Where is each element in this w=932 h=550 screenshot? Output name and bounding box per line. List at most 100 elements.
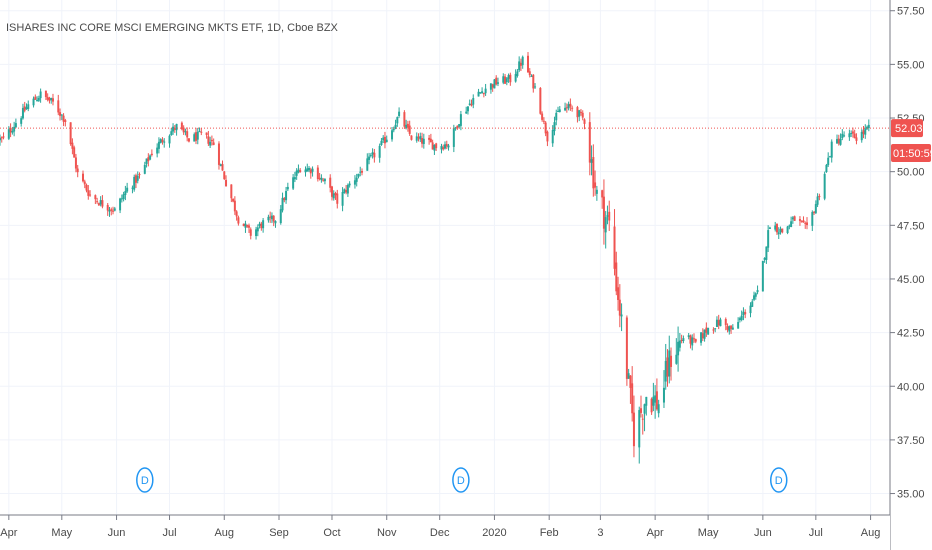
candle-body[interactable] (134, 175, 137, 183)
candle-body[interactable] (156, 147, 159, 154)
candle-body[interactable] (813, 211, 816, 213)
candle-body[interactable] (209, 141, 212, 146)
candle-body[interactable] (579, 111, 582, 113)
candle-body[interactable] (186, 131, 189, 138)
candle-body[interactable] (51, 98, 54, 102)
candle-body[interactable] (744, 312, 747, 315)
candle-body[interactable] (687, 335, 690, 337)
candle-body[interactable] (320, 177, 323, 181)
candle-body[interactable] (664, 360, 667, 382)
candle-body[interactable] (558, 109, 561, 113)
candle-body[interactable] (641, 418, 644, 420)
candle-body[interactable] (73, 147, 76, 158)
candle-body[interactable] (184, 131, 187, 133)
time-scale[interactable] (0, 515, 890, 550)
candle-body[interactable] (668, 350, 671, 377)
candle-body[interactable] (502, 76, 505, 83)
candle-body[interactable] (359, 171, 362, 173)
candle-body[interactable] (64, 120, 67, 122)
candle-body[interactable] (428, 137, 431, 140)
candle-body[interactable] (518, 61, 521, 71)
candle-body[interactable] (662, 387, 665, 403)
candle-body[interactable] (297, 169, 300, 173)
candle-body[interactable] (823, 173, 826, 199)
candle-body[interactable] (217, 143, 220, 165)
candle-body[interactable] (157, 141, 160, 149)
candle-body[interactable] (454, 127, 457, 129)
candle-body[interactable] (495, 77, 498, 85)
candle-body[interactable] (334, 192, 337, 196)
candle-body[interactable] (705, 327, 708, 333)
candle-body[interactable] (403, 112, 406, 127)
candle-body[interactable] (205, 132, 208, 135)
candle-body[interactable] (161, 139, 164, 142)
candle-body[interactable] (530, 75, 533, 77)
candle-body[interactable] (655, 391, 658, 410)
candle-body[interactable] (0, 137, 1, 141)
candle-body[interactable] (196, 131, 199, 140)
candle-body[interactable] (694, 339, 697, 342)
candle-body[interactable] (392, 129, 395, 131)
candle-body[interactable] (472, 98, 475, 105)
candle-body[interactable] (519, 62, 522, 66)
candle-body[interactable] (613, 226, 616, 269)
candle-body[interactable] (507, 75, 510, 79)
candle-body[interactable] (256, 227, 259, 232)
candle-body[interactable] (110, 209, 113, 211)
candle-body[interactable] (306, 168, 309, 172)
candle-body[interactable] (504, 76, 507, 84)
candle-body[interactable] (87, 190, 90, 196)
candle-body[interactable] (21, 107, 24, 119)
candle-body[interactable] (839, 138, 842, 145)
candle-body[interactable] (775, 223, 778, 233)
candle-body[interactable] (44, 90, 47, 98)
candle-body[interactable] (173, 128, 176, 130)
candle-body[interactable] (230, 184, 233, 199)
candle-body[interactable] (200, 131, 203, 133)
candle-body[interactable] (304, 169, 307, 173)
candle-body[interactable] (618, 299, 621, 316)
candle-body[interactable] (431, 142, 434, 150)
candle-body[interactable] (126, 187, 129, 192)
candle-body[interactable] (293, 177, 296, 180)
candle-body[interactable] (2, 136, 5, 138)
candle-body[interactable] (678, 340, 681, 348)
candle-body[interactable] (534, 86, 537, 88)
candle-body[interactable] (357, 173, 360, 177)
candle-body[interactable] (279, 209, 282, 224)
candle-body[interactable] (262, 220, 265, 229)
candle-body[interactable] (406, 123, 409, 128)
candle-body[interactable] (410, 135, 413, 140)
candle-body[interactable] (99, 200, 102, 205)
candle-body[interactable] (576, 107, 579, 118)
candle-body[interactable] (617, 287, 620, 300)
candle-body[interactable] (615, 262, 618, 292)
candle-body[interactable] (361, 170, 364, 173)
candle-body[interactable] (726, 326, 729, 330)
candle-body[interactable] (59, 112, 62, 116)
candle-body[interactable] (509, 74, 512, 83)
candle-body[interactable] (108, 210, 111, 212)
candle-body[interactable] (136, 175, 139, 181)
candle-body[interactable] (198, 131, 201, 133)
candle-body[interactable] (149, 155, 152, 160)
candle-body[interactable] (514, 74, 517, 82)
candle-body[interactable] (798, 219, 801, 221)
candle-body[interactable] (604, 217, 607, 233)
candle-body[interactable] (85, 184, 88, 191)
candle-body[interactable] (131, 187, 134, 189)
candle-body[interactable] (46, 96, 49, 100)
candle-body[interactable] (652, 396, 655, 406)
candle-body[interactable] (546, 131, 549, 142)
candle-body[interactable] (793, 216, 796, 221)
candle-body[interactable] (479, 92, 482, 94)
candle-body[interactable] (532, 74, 535, 89)
candle-body[interactable] (341, 192, 344, 206)
candle-body[interactable] (594, 182, 597, 188)
candle-body[interactable] (751, 301, 754, 307)
candle-body[interactable] (175, 123, 178, 131)
candle-body[interactable] (608, 211, 611, 221)
candle-body[interactable] (825, 164, 828, 173)
candle-body[interactable] (756, 290, 759, 293)
